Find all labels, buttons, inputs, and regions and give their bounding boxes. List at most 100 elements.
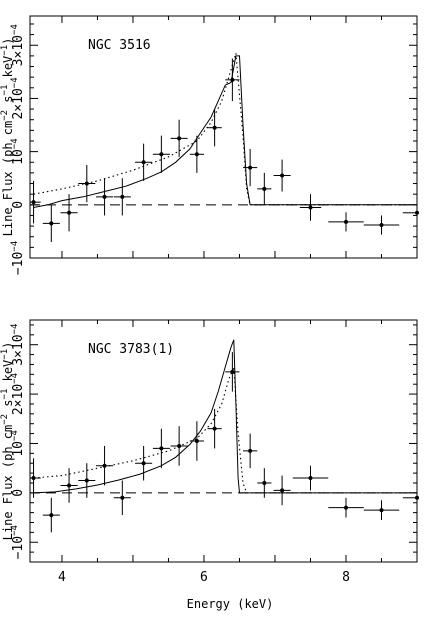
- y-tick-label: −10−4: [10, 525, 26, 559]
- data-point: [299, 194, 322, 221]
- point-marker: [102, 463, 107, 468]
- data-point: [328, 212, 364, 232]
- data-point: [273, 475, 291, 506]
- data-point: [152, 428, 170, 469]
- y-tick-label: 10−4: [10, 138, 26, 165]
- point-marker: [280, 173, 285, 178]
- data-point: [60, 194, 78, 232]
- point-marker: [194, 439, 199, 443]
- data-point: [170, 119, 188, 157]
- y-tick-label: 0: [11, 201, 26, 209]
- plot-frame: [29, 319, 418, 563]
- point-marker: [159, 152, 164, 157]
- point-marker: [248, 448, 253, 453]
- point-marker: [308, 476, 313, 481]
- data-point: [42, 497, 60, 533]
- point-marker: [379, 223, 384, 228]
- point-marker: [248, 165, 253, 170]
- point-marker: [343, 219, 348, 224]
- data-point: [292, 465, 329, 491]
- point-marker: [212, 426, 217, 431]
- data-point: [363, 215, 400, 235]
- point-marker: [120, 495, 125, 500]
- data-point: [257, 468, 272, 498]
- point-marker: [308, 205, 313, 210]
- y-tick-label: 2×10−4: [10, 373, 26, 415]
- data-point: [243, 433, 258, 469]
- data-point: [135, 143, 153, 181]
- y-axis-title: Line Flux (ph cm−2 s−1 keV−1): [0, 38, 15, 237]
- model-solid-line: [33, 55, 417, 208]
- data-point: [273, 159, 291, 192]
- data-point: [328, 497, 364, 518]
- data-point: [78, 463, 96, 498]
- point-marker: [120, 194, 125, 199]
- data-point: [113, 480, 131, 516]
- point-marker: [280, 488, 285, 493]
- point-marker: [262, 480, 267, 485]
- y-tick-label: 3×10−4: [10, 24, 26, 66]
- panel-title: NGC 3516: [88, 38, 151, 53]
- point-marker: [177, 136, 182, 141]
- y-axis-title: Line Flux (ph cm−2 s−1 keV−1): [0, 342, 15, 541]
- data-point: [189, 421, 204, 461]
- panel-title: NGC 3783(1): [88, 342, 174, 357]
- y-tick-label: 10−4: [10, 430, 26, 457]
- x-tick-label: 4: [58, 570, 66, 585]
- point-marker: [194, 152, 199, 157]
- data-point: [225, 352, 240, 392]
- data-point: [60, 468, 78, 503]
- point-marker: [343, 505, 348, 510]
- data-point: [78, 164, 96, 203]
- point-marker: [31, 200, 36, 205]
- point-marker: [159, 446, 164, 451]
- point-marker: [31, 476, 36, 481]
- data-point: [363, 500, 400, 521]
- x-tick-label: 6: [200, 570, 208, 585]
- point-marker: [67, 210, 72, 215]
- point-marker: [262, 186, 267, 191]
- data-point: [30, 180, 41, 224]
- point-marker: [230, 369, 235, 374]
- point-marker: [84, 181, 89, 186]
- point-marker: [230, 77, 235, 82]
- data-point: [30, 458, 41, 498]
- point-marker: [415, 495, 419, 500]
- point-marker: [379, 508, 384, 513]
- y-tick-label: −10−4: [10, 241, 26, 275]
- data-point: [170, 426, 188, 466]
- point-marker: [102, 194, 107, 199]
- data-point: [42, 204, 60, 243]
- point-marker: [49, 221, 54, 226]
- data-point: [402, 490, 419, 506]
- model-dotted-line: [33, 366, 417, 494]
- point-marker: [141, 160, 146, 165]
- data-point: [402, 204, 419, 221]
- model-dotted-line: [33, 53, 417, 206]
- data-point: [96, 445, 114, 486]
- point-marker: [212, 125, 217, 130]
- plot-frame: [29, 15, 418, 259]
- model-solid-line: [33, 339, 417, 494]
- x-axis-title: Energy (keV): [187, 597, 274, 611]
- y-tick-label: 0: [11, 489, 26, 497]
- y-tick-label: 3×10−4: [10, 324, 26, 366]
- x-tick-label: 8: [342, 570, 350, 585]
- point-marker: [177, 443, 182, 448]
- data-point: [152, 135, 170, 173]
- data-point: [207, 408, 222, 449]
- data-point: [96, 178, 114, 216]
- y-tick-label: 2×10−4: [10, 77, 26, 119]
- data-point: [257, 172, 272, 205]
- data-point: [207, 109, 222, 147]
- point-marker: [415, 210, 419, 215]
- point-marker: [84, 478, 89, 483]
- data-point: [189, 135, 204, 173]
- point-marker: [67, 483, 72, 488]
- data-point: [135, 445, 153, 481]
- point-marker: [141, 461, 146, 466]
- point-marker: [49, 513, 54, 518]
